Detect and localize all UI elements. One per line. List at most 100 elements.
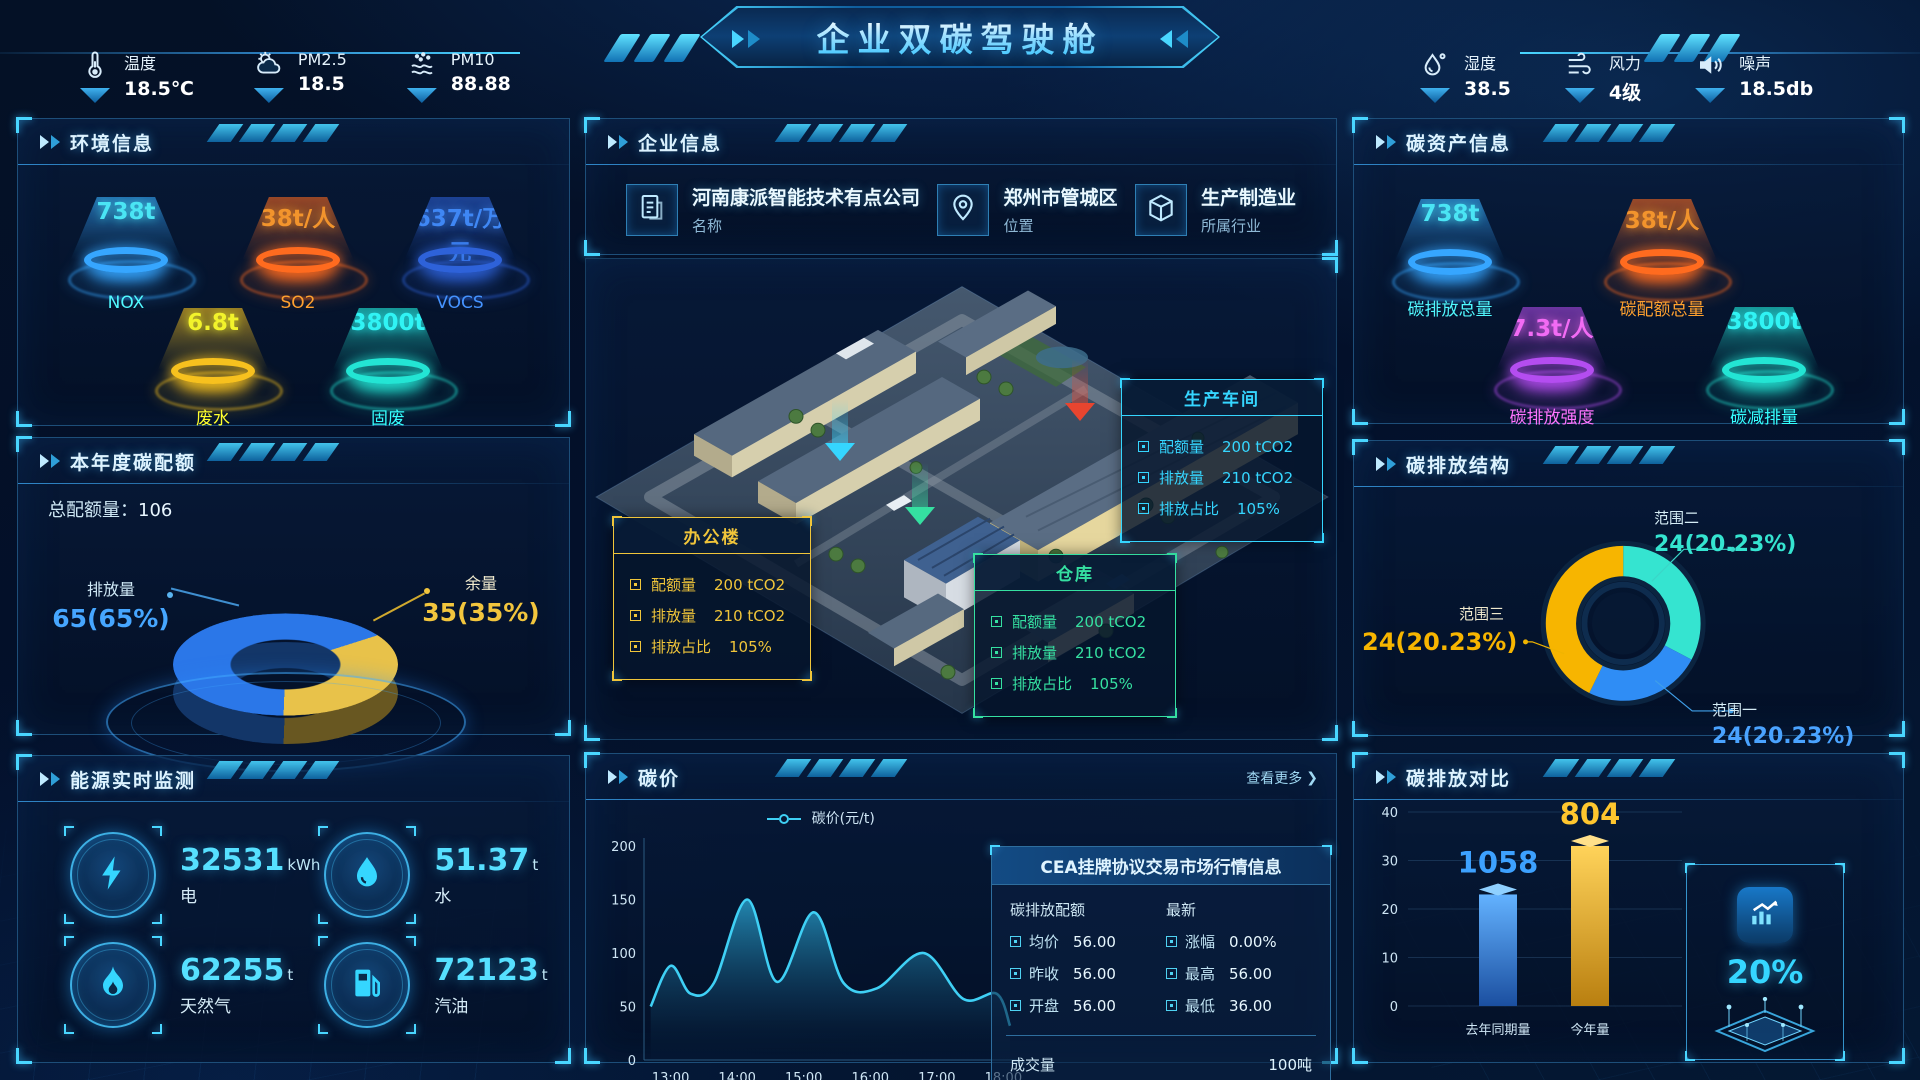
map-marker-office[interactable] (822, 399, 858, 461)
pm25-icon (252, 50, 286, 84)
chevron-icon (1376, 135, 1396, 149)
pm10-icon (405, 50, 439, 84)
svg-text:0: 0 (1390, 1000, 1398, 1015)
scope2-label: 范围二 24(20.23%) (1654, 509, 1797, 557)
svg-text:1058: 1058 (1458, 845, 1539, 879)
market-info-box: CEA挂牌协议交易市场行情信息 碳排放配额 均价 56.00 昨收 56.00 开盘… (990, 845, 1332, 1080)
carbon-price-line-chart: 05010015020013:0014:0015:0016:0017:0018:… (611, 838, 1022, 1080)
svg-text:10: 10 (1381, 952, 1398, 967)
trend-up-chart-icon (1748, 896, 1782, 934)
panel-emission-structure: 碳排放结构 范围二 24(20.23%) 范围三 24(20.23%) 范围一 24(… (1352, 439, 1905, 749)
company-industry-item: 生产制造业 所属行业 (1134, 183, 1296, 236)
panel-emission-compare: 碳排放对比 0 10 20 30 40 1058 去年同期量 804 今年量 20% (1352, 752, 1905, 1064)
scope3-label: 范围三 24(20.23%) (1362, 605, 1518, 656)
gauge-solidwaste: 3800t 固废 (308, 308, 468, 429)
reduction-rate-box: 20% (1685, 863, 1845, 1061)
leader-line (170, 587, 240, 607)
fuel-pump-icon (347, 963, 387, 1007)
panel-carbon-assets: 碳资产信息 738t 碳排放总量 38t/人 碳配额总量 7.3t/人 碳排放强… (1352, 117, 1905, 428)
chevron-icon (608, 135, 628, 149)
market-latest-column: 最新 涨幅 0.00% 最高 56.00 最低 36.00 (1166, 901, 1277, 1015)
chevron-icon (608, 770, 628, 784)
tooltip-office-building[interactable]: 办公楼 配额量 200 tCO2 排放量 210 tCO2 排放占比 105% (612, 516, 812, 681)
svg-text:16:00: 16:00 (852, 1071, 889, 1080)
stat-pm25: PM2.5 18.5 (252, 50, 347, 103)
tooltip-warehouse[interactable]: 仓库 配额量 200 tCO2 排放量 210 tCO2 排放占比 105% (973, 553, 1177, 718)
wind-icon (1563, 50, 1597, 84)
stat-temperature: 温度 18.5℃ (78, 50, 194, 103)
page-title: 企业双碳驾驶舱 (817, 13, 1104, 61)
water-icon (347, 853, 387, 897)
panel-company-info: 企业信息 河南康派智能技术有点公司 名称 郑州市管城区 位置 生产制造业 所属行业 (584, 117, 1338, 256)
chevron-icon (40, 135, 60, 149)
quota-emitted-label: 排放量 65(65%) (52, 580, 170, 633)
svg-text:17:00: 17:00 (918, 1071, 955, 1080)
map-marker-workshop[interactable] (1062, 359, 1098, 421)
platform-icon (1714, 997, 1816, 1053)
chevron-right-icon: ❯ (1306, 770, 1318, 786)
thermometer-icon (78, 50, 112, 84)
energy-item-electricity: 32531 kWh 电 (64, 820, 320, 930)
emission-compare-bar-chart: 0 10 20 30 40 1058 去年同期量 804 今年量 (1381, 797, 1682, 1038)
industry-cube-icon (1145, 192, 1177, 228)
funnel-icon (253, 88, 284, 103)
svg-text:14:00: 14:00 (718, 1071, 755, 1080)
chevron-icon (40, 772, 60, 786)
funnel-icon (80, 88, 110, 103)
title-banner: 企业双碳驾驶舱 (700, 6, 1220, 68)
map-marker-warehouse[interactable] (902, 463, 938, 525)
scope1-label: 范围一 24(20.23%) (1712, 701, 1855, 749)
svg-text:15:00: 15:00 (785, 1071, 822, 1080)
energy-item-fuel: 72123 t 汽油 (318, 930, 559, 1040)
pie-platform-ring (131, 681, 441, 765)
tooltip-production-workshop[interactable]: 生产车间 配额量 200 tCO2 排放量 210 tCO2 排放占比 105% (1120, 378, 1324, 543)
svg-text:30: 30 (1381, 855, 1398, 870)
campus-3d-map[interactable]: 办公楼 配额量 200 tCO2 排放量 210 tCO2 排放占比 105% 仓库 … (584, 257, 1338, 741)
svg-text:50: 50 (619, 1001, 636, 1016)
gauge-vocs: 637t/万元 VOCS (380, 197, 540, 313)
emission-structure-donut-chart (1523, 540, 1736, 714)
chevron-icon (40, 454, 60, 468)
legend-marker-icon (767, 814, 802, 824)
gauge-total-quota: 38t/人 碳配额总量 (1582, 199, 1742, 320)
panel-carbon-price: 碳价 查看更多 ❯ 碳价(元/t) 0 50 100 150 200 13:00 14:00 1… (584, 752, 1338, 1080)
leader-dot (167, 592, 173, 598)
chevron-icon (1376, 457, 1396, 471)
company-location-item: 郑州市管城区 位置 (937, 183, 1118, 236)
gauge-emission-intensity: 7.3t/人 碳排放强度 (1472, 307, 1632, 428)
panel-annual-quota: 本年度碳配额 总配额量：106 排放量 65(65%) 余量 35(35%) (16, 436, 571, 772)
noise-icon (1693, 50, 1727, 84)
funnel-icon (1420, 88, 1450, 103)
svg-text:13:00: 13:00 (652, 1071, 689, 1080)
location-icon (947, 192, 979, 228)
quota-total: 总配额量：106 (48, 500, 173, 521)
svg-text:804: 804 (1560, 797, 1621, 831)
electricity-icon (93, 853, 133, 897)
gauge-total-emission: 738t 碳排放总量 (1370, 199, 1530, 320)
energy-item-water: 51.37 t 水 (318, 820, 559, 930)
company-name-item: 河南康派智能技术有点公司 名称 (626, 183, 920, 236)
stat-wind: 风力 4级 (1563, 50, 1641, 105)
weather-stats-right: 湿度 38.5 风力 4级 噪声 18.5db (1418, 50, 1888, 105)
svg-text:去年同期量: 去年同期量 (1465, 1023, 1530, 1038)
weather-stats-left: 温度 18.5℃ PM2.5 18.5 PM10 88.88 (78, 50, 558, 103)
funnel-icon (1695, 88, 1726, 103)
stat-pm10: PM10 88.88 (405, 50, 511, 103)
gauge-nox: 738t NOX (46, 197, 206, 313)
svg-text:200: 200 (611, 840, 636, 855)
banner-arrows-left-icon (732, 30, 760, 48)
view-more-button[interactable]: 查看更多 ❯ (1246, 770, 1318, 787)
reduction-rate-value: 20% (1726, 953, 1804, 991)
truck (836, 337, 874, 360)
header-stripes-left (603, 34, 701, 62)
gauge-emission-reduction: 3800t 碳减排量 (1684, 307, 1844, 428)
banner-arrows-right-icon (1160, 30, 1188, 48)
header-line-left (0, 52, 520, 54)
vehicle (886, 495, 912, 511)
stat-humidity: 湿度 38.5 (1418, 50, 1511, 105)
svg-text:150: 150 (611, 894, 636, 909)
svg-text:今年量: 今年量 (1570, 1022, 1609, 1038)
funnel-icon (406, 88, 437, 103)
